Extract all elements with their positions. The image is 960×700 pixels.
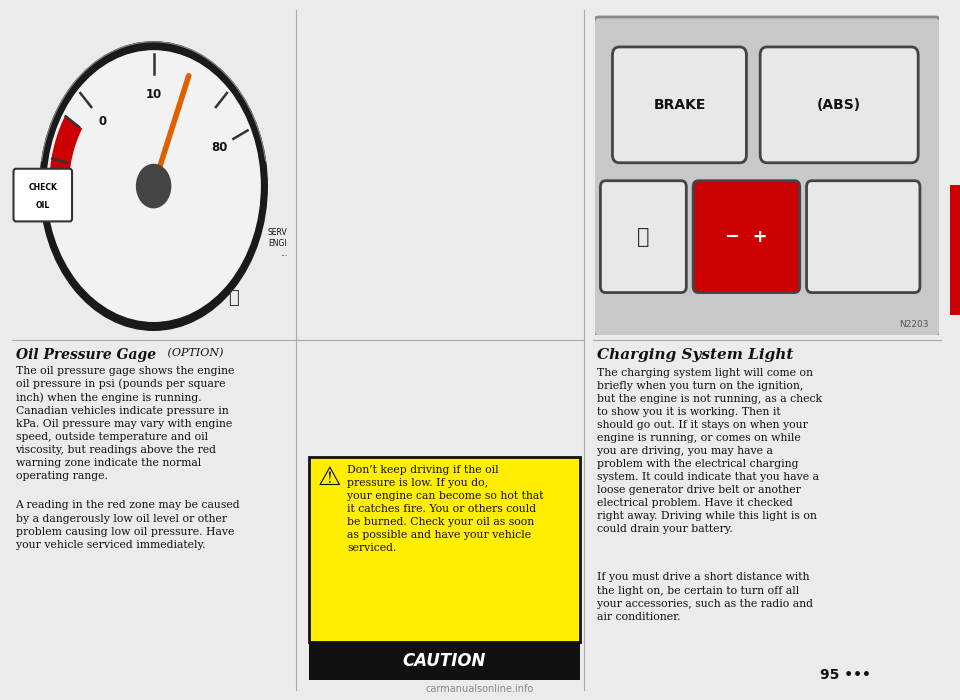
Text: 80: 80 xyxy=(211,141,228,154)
Text: SERV
ENGI
...: SERV ENGI ... xyxy=(268,228,287,258)
Bar xyxy=(309,642,580,680)
Text: (OPTION): (OPTION) xyxy=(163,347,223,358)
Text: −  +: − + xyxy=(725,228,768,246)
FancyBboxPatch shape xyxy=(600,181,686,293)
FancyBboxPatch shape xyxy=(612,47,747,163)
Text: Oil Pressure Gage: Oil Pressure Gage xyxy=(15,347,156,361)
FancyBboxPatch shape xyxy=(693,181,800,293)
Bar xyxy=(950,185,960,315)
Text: If you must drive a short distance with
the light on, be certain to turn off all: If you must drive a short distance with … xyxy=(597,573,813,622)
Text: N2203: N2203 xyxy=(899,319,928,328)
Text: carmanualsonline.info: carmanualsonline.info xyxy=(426,684,534,694)
Bar xyxy=(309,457,580,642)
Text: (ABS): (ABS) xyxy=(817,98,861,112)
FancyBboxPatch shape xyxy=(806,181,920,293)
Text: ⛽: ⛽ xyxy=(637,227,650,246)
Text: The oil pressure gage shows the engine
oil pressure in psi (pounds per square
in: The oil pressure gage shows the engine o… xyxy=(15,365,234,482)
Circle shape xyxy=(47,51,260,321)
Text: The charging system light will come on
briefly when you turn on the ignition,
bu: The charging system light will come on b… xyxy=(597,368,823,534)
Text: ⛽: ⛽ xyxy=(228,289,238,307)
Circle shape xyxy=(40,42,267,330)
Text: Don’t keep driving if the oil
pressure is low. If you do,
your engine can become: Don’t keep driving if the oil pressure i… xyxy=(348,465,543,553)
Text: 95 •••: 95 ••• xyxy=(820,668,871,682)
Circle shape xyxy=(136,164,171,208)
FancyBboxPatch shape xyxy=(760,47,918,163)
Text: 10: 10 xyxy=(146,88,161,101)
Text: BRAKE: BRAKE xyxy=(653,98,706,112)
Text: 0: 0 xyxy=(98,115,107,127)
FancyBboxPatch shape xyxy=(593,17,941,337)
Text: ⚠: ⚠ xyxy=(317,465,341,491)
Text: OIL: OIL xyxy=(36,202,50,211)
Text: CHECK: CHECK xyxy=(29,183,58,192)
Text: Charging System Light: Charging System Light xyxy=(597,347,794,361)
FancyBboxPatch shape xyxy=(13,169,72,221)
Polygon shape xyxy=(51,116,82,171)
Text: A reading in the red zone may be caused
by a dangerously low oil level or other
: A reading in the red zone may be caused … xyxy=(15,500,240,550)
Text: CAUTION: CAUTION xyxy=(403,652,486,670)
